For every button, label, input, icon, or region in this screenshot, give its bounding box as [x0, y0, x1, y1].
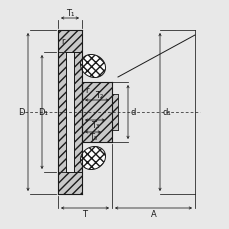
Text: d₁: d₁	[162, 108, 171, 117]
Bar	[58, 172, 82, 194]
Text: T₃: T₃	[90, 121, 99, 130]
Text: T₁: T₁	[65, 9, 74, 18]
Text: T₂: T₂	[95, 91, 103, 100]
Text: A: A	[150, 210, 156, 218]
Bar	[112, 95, 117, 131]
Text: T: T	[82, 210, 87, 218]
Text: D: D	[18, 108, 24, 117]
Bar	[82, 83, 112, 142]
Bar	[112, 95, 117, 131]
Bar	[74, 53, 82, 172]
Text: d: d	[130, 108, 135, 117]
Bar	[74, 53, 82, 172]
Text: r: r	[61, 36, 65, 45]
Ellipse shape	[80, 55, 105, 78]
Ellipse shape	[80, 147, 105, 170]
Bar	[58, 31, 82, 53]
Text: T₅: T₅	[88, 133, 97, 142]
Bar	[58, 53, 66, 172]
Bar	[58, 172, 82, 194]
Bar	[82, 83, 112, 142]
Text: r: r	[85, 86, 88, 95]
Text: D₁: D₁	[38, 108, 48, 117]
Bar	[58, 31, 82, 53]
Bar	[58, 53, 66, 172]
